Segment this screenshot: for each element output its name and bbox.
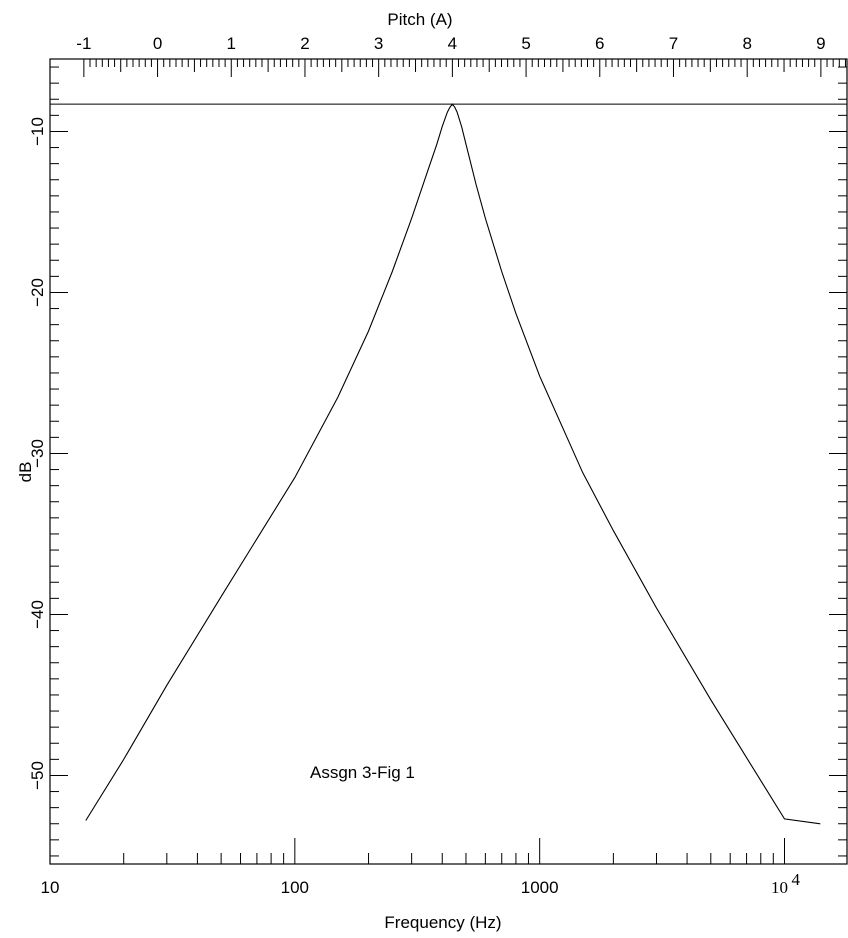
top-tick-label: 6 [595, 34, 604, 53]
x-tick-label-exponent: 4 [792, 870, 801, 889]
top-tick-label: 0 [153, 34, 162, 53]
series-line [85, 103, 821, 825]
y-tick-label: −40 [28, 600, 47, 629]
top-tick-label: 4 [448, 34, 457, 53]
x-axis-title: Frequency (Hz) [384, 913, 501, 932]
top-tick-label: 3 [374, 34, 383, 53]
x-tick-label: 10 [41, 878, 60, 897]
top-axis-title: Pitch (A) [387, 10, 452, 29]
top-tick-label: 9 [816, 34, 825, 53]
top-tick-label: 8 [742, 34, 751, 53]
top-tick-label: 7 [669, 34, 678, 53]
y-tick-label: −50 [28, 761, 47, 790]
axis-tick-labels: 10 100 1000 10 4-1 0 1 2 3 4 5 6 7 8 9−10−20−30−40−50 [28, 34, 826, 897]
x-tick-label: 10 [771, 878, 788, 897]
y-tick-label: −20 [28, 278, 47, 307]
x-tick-label: 1000 [521, 878, 559, 897]
plot-border [49, 58, 848, 865]
y-tick-label: −30 [28, 439, 47, 468]
top-tick-label: 5 [521, 34, 530, 53]
top-tick-label: 2 [300, 34, 309, 53]
top-tick-label: 1 [227, 34, 236, 53]
x-tick-label: 100 [281, 878, 309, 897]
axis-ticks [49, 59, 847, 864]
y-tick-label: −10 [28, 117, 47, 146]
top-tick-label: -1 [76, 34, 91, 53]
y-axis-title: dB [16, 462, 35, 483]
plot-frame [49, 58, 848, 865]
series-curves [50, 103, 847, 825]
annotation-text: Assgn 3-Fig 1 [310, 763, 415, 782]
